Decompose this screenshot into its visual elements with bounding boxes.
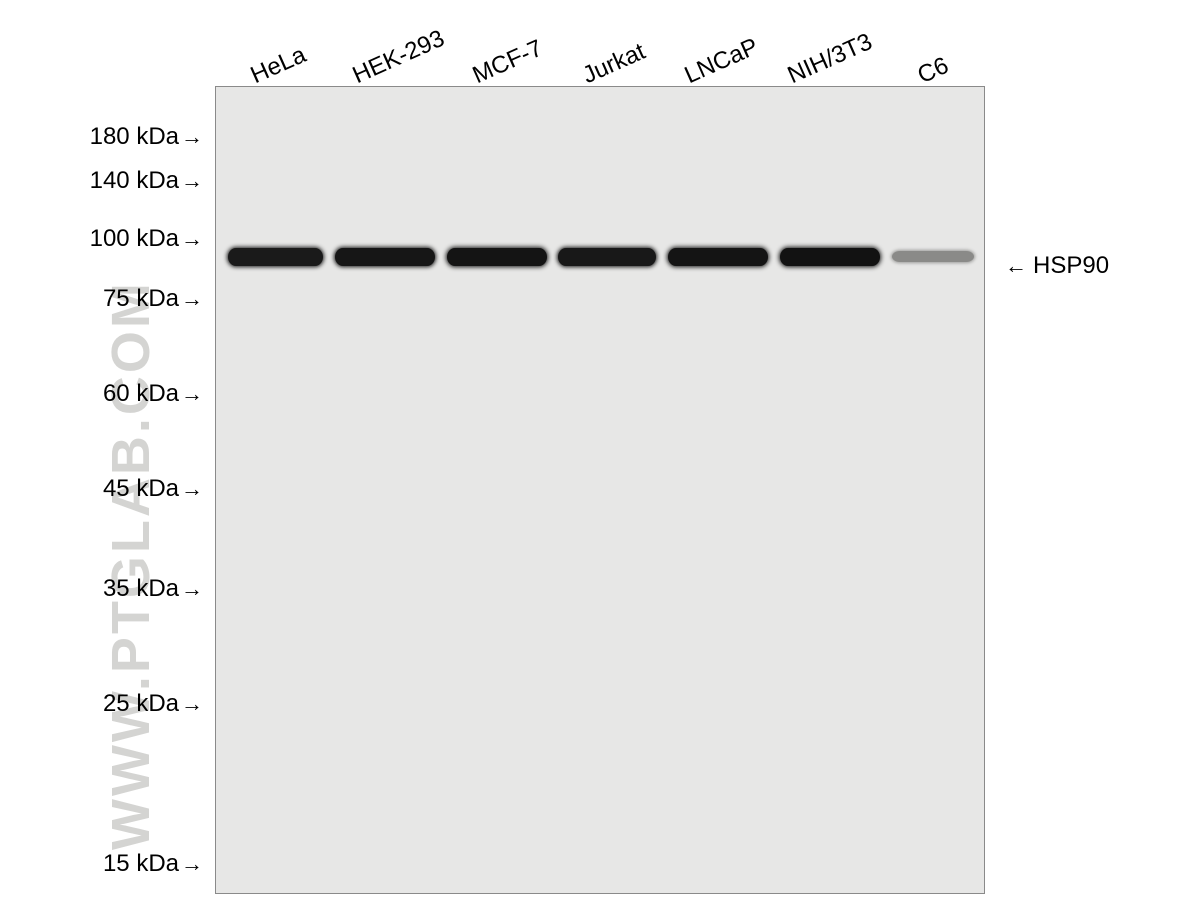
- mw-marker-15: 15 kDa→: [103, 850, 203, 878]
- arrow-right-icon: →: [181, 124, 203, 149]
- blot-background: [216, 87, 984, 893]
- arrow-right-icon: →: [181, 576, 203, 601]
- arrow-right-icon: →: [181, 381, 203, 406]
- mw-value: 35 kDa: [103, 575, 179, 602]
- mw-marker-25: 25 kDa→: [103, 690, 203, 718]
- mw-marker-35: 35 kDa→: [103, 575, 203, 603]
- band-lncap: [668, 248, 768, 266]
- mw-value: 100 kDa: [90, 225, 179, 252]
- mw-marker-75: 75 kDa→: [103, 285, 203, 313]
- mw-value: 60 kDa: [103, 380, 179, 407]
- blot-membrane: [215, 86, 985, 894]
- lane-label-lncap: LNCaP: [681, 33, 763, 90]
- arrow-right-icon: →: [181, 476, 203, 501]
- band-hek293: [335, 248, 435, 266]
- mw-marker-45: 45 kDa→: [103, 475, 203, 503]
- mw-value: 140 kDa: [90, 167, 179, 194]
- mw-value: 75 kDa: [103, 285, 179, 312]
- lane-label-nih3t3: NIH/3T3: [784, 28, 877, 90]
- mw-marker-60: 60 kDa→: [103, 380, 203, 408]
- mw-marker-180: 180 kDa→: [90, 123, 203, 151]
- arrow-right-icon: →: [181, 851, 203, 876]
- band-hela: [228, 248, 323, 266]
- band-c6: [892, 251, 974, 262]
- target-name: HSP90: [1033, 252, 1109, 280]
- lane-label-jurkat: Jurkat: [579, 38, 650, 90]
- band-jurkat: [558, 248, 656, 266]
- arrow-right-icon: →: [181, 691, 203, 716]
- lane-label-hek293: HEK-293: [349, 25, 449, 90]
- western-blot-figure: WWW.PTGLAB.COM HeLa HEK-293 MCF-7 Jurkat…: [0, 0, 1200, 903]
- band-mcf7: [447, 248, 547, 266]
- target-label: ← HSP90: [1005, 252, 1109, 280]
- mw-value: 180 kDa: [90, 123, 179, 150]
- arrow-right-icon: →: [181, 168, 203, 193]
- arrow-left-icon: ←: [1005, 253, 1027, 279]
- lane-label-hela: HeLa: [247, 41, 311, 90]
- mw-marker-100: 100 kDa→: [90, 225, 203, 253]
- lane-label-mcf7: MCF-7: [469, 35, 547, 90]
- arrow-right-icon: →: [181, 286, 203, 311]
- band-nih3t3: [780, 248, 880, 266]
- mw-value: 45 kDa: [103, 475, 179, 502]
- mw-value: 15 kDa: [103, 850, 179, 877]
- mw-marker-140: 140 kDa→: [90, 167, 203, 195]
- arrow-right-icon: →: [181, 226, 203, 251]
- lane-label-c6: C6: [914, 52, 953, 90]
- mw-value: 25 kDa: [103, 690, 179, 717]
